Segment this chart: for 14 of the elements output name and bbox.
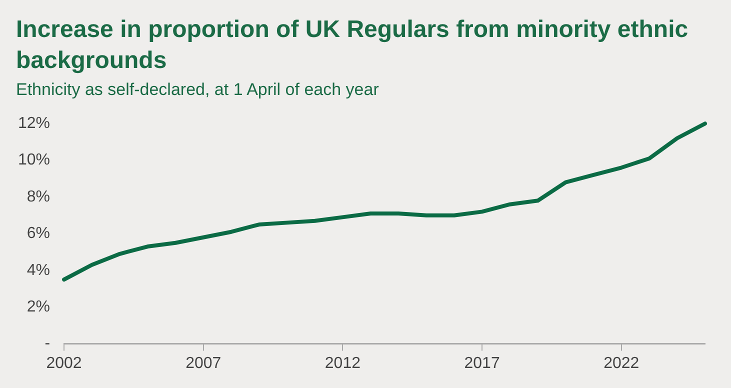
- y-tick-label: -: [44, 335, 50, 352]
- chart-subtitle: Ethnicity as self-declared, at 1 April of each year: [16, 80, 380, 100]
- y-tick-label: 2%: [26, 298, 50, 316]
- y-tick-label: 6%: [26, 225, 50, 242]
- x-tick-label: 2002: [46, 354, 82, 372]
- chart-title: Increase in proportion of UK Regulars from minority ethnic backgrounds: [16, 15, 690, 76]
- x-tick-label: 2007: [186, 354, 222, 372]
- y-tick-label: 10%: [18, 152, 50, 169]
- y-tick-label: 4%: [26, 262, 50, 279]
- x-tick-label: 2017: [464, 354, 500, 372]
- x-tick-label: 2012: [324, 354, 361, 372]
- x-tick-label: 2022: [604, 354, 640, 372]
- y-tick-label: 12%: [18, 115, 50, 132]
- y-tick-label: 8%: [26, 188, 50, 206]
